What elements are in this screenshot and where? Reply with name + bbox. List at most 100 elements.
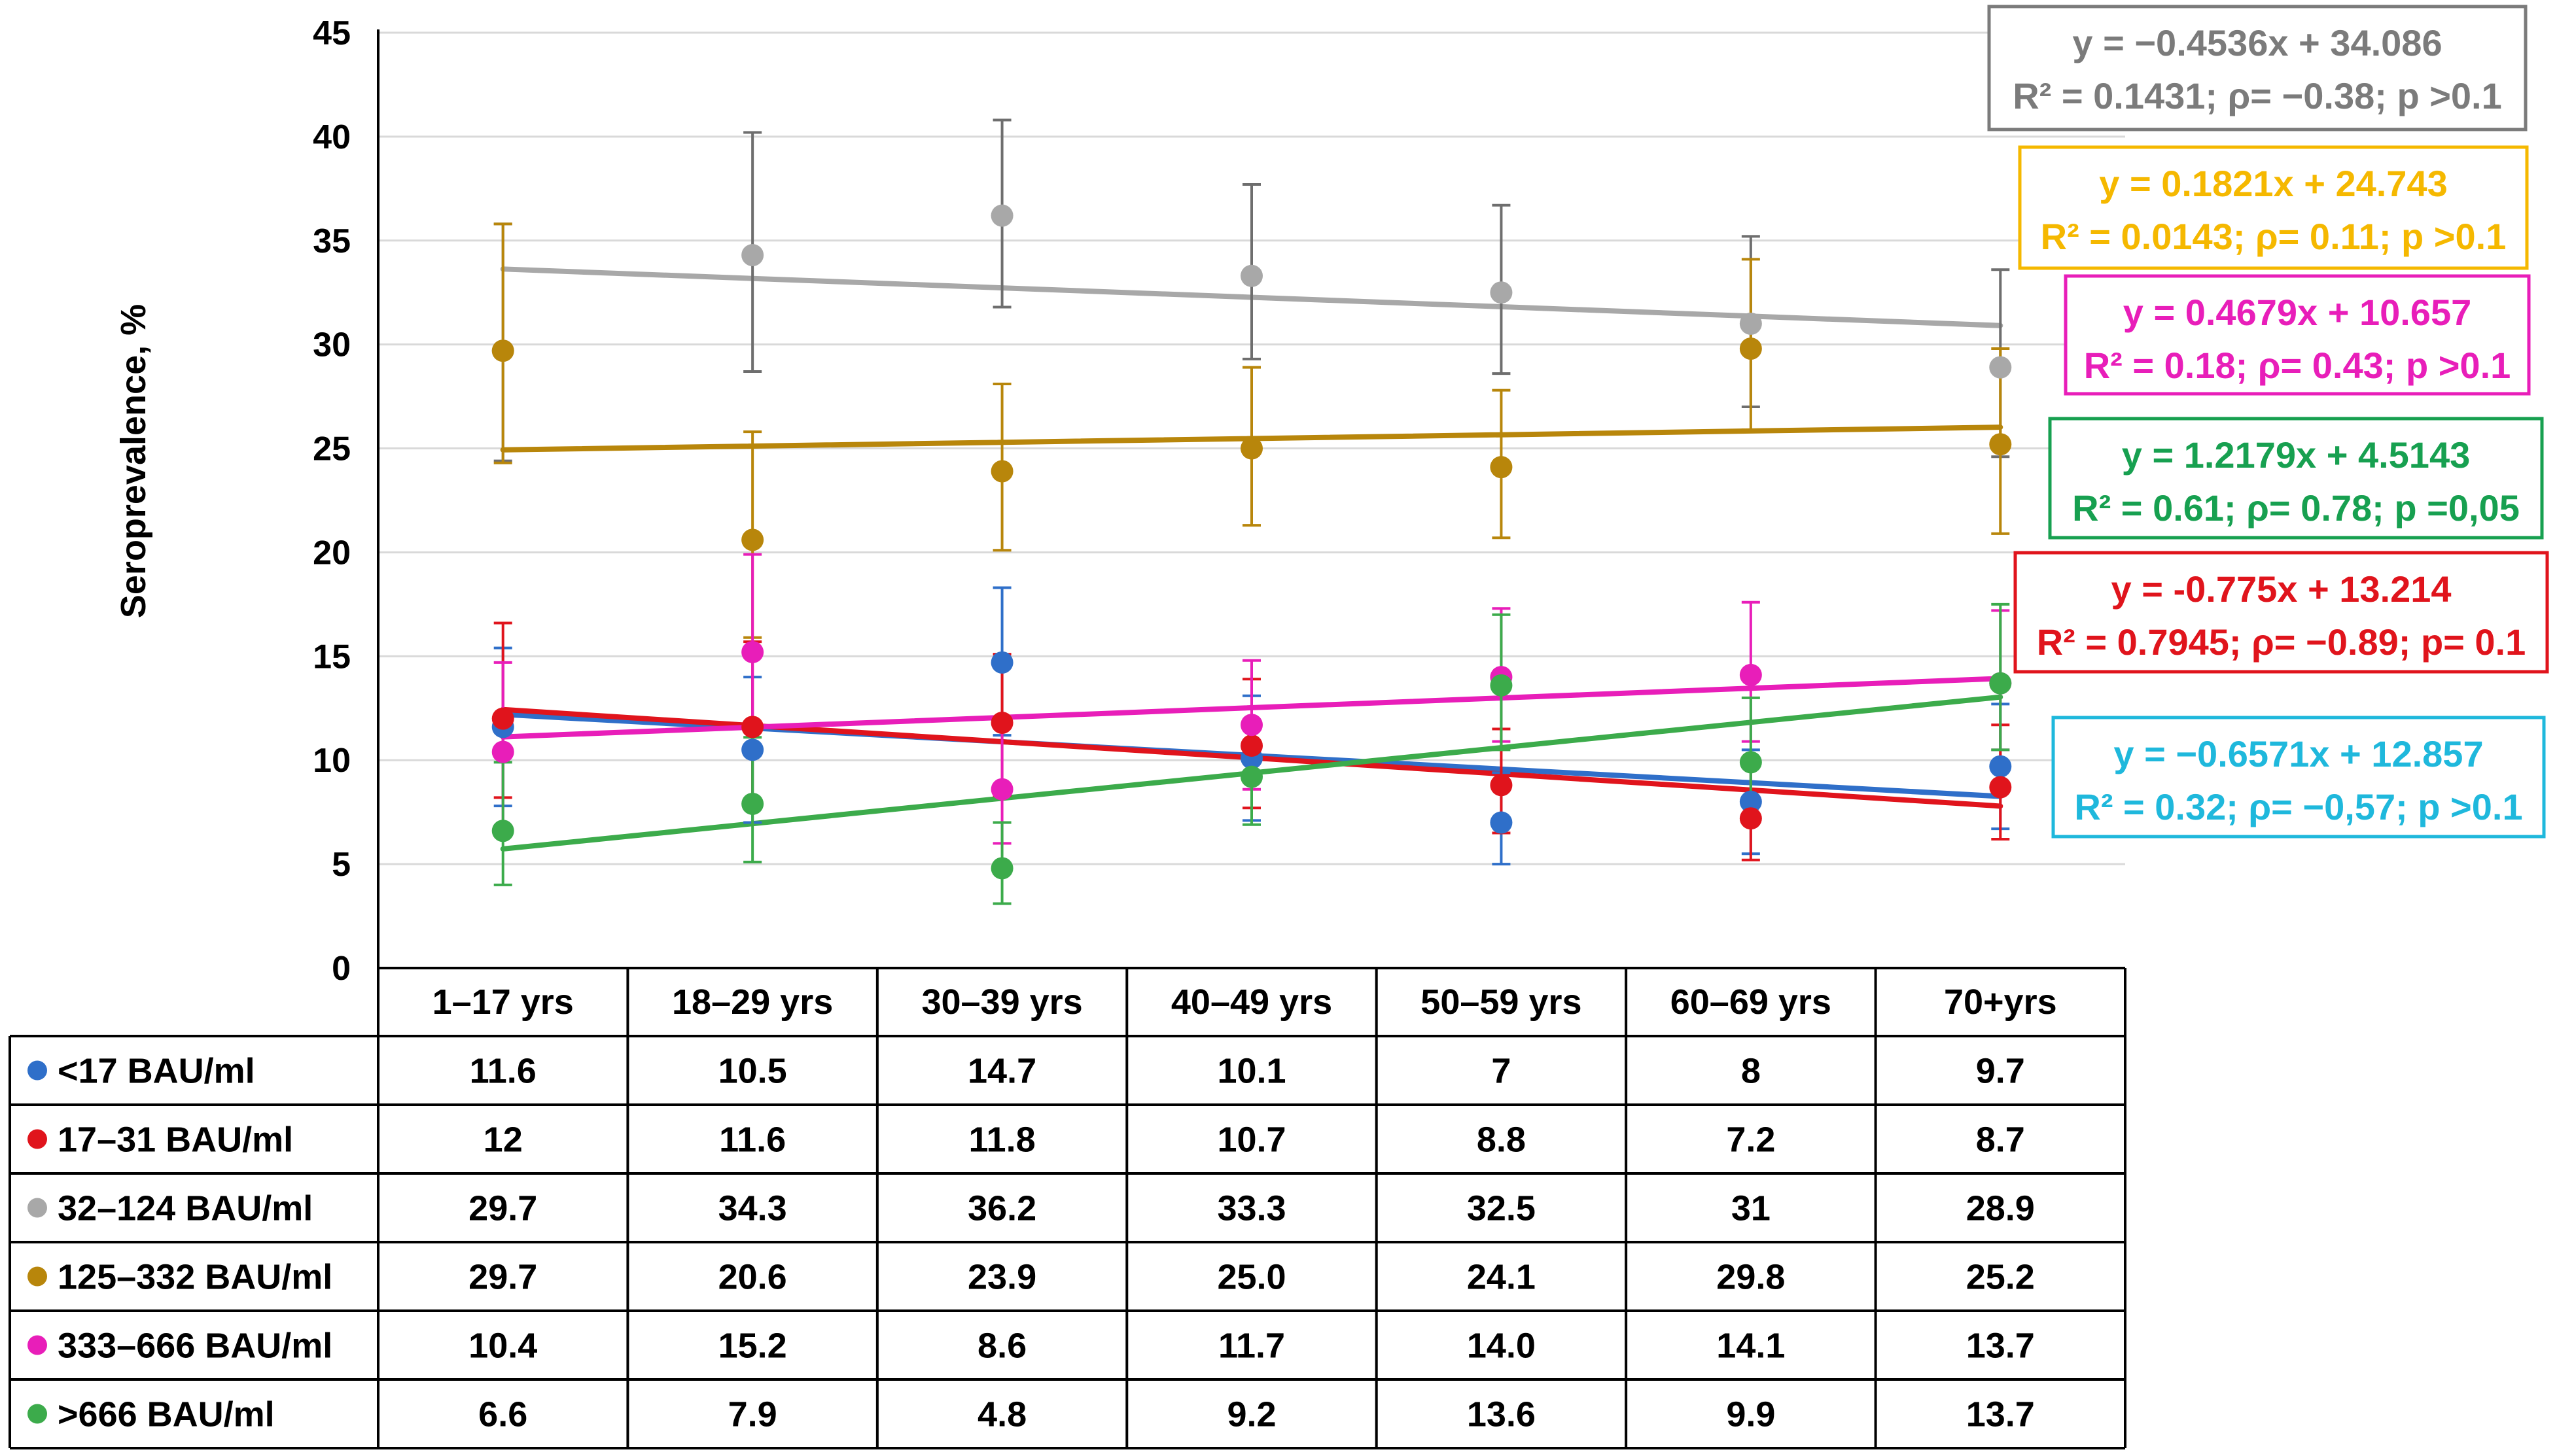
data-point: [1241, 734, 1263, 757]
table-cell-value: 36.2: [968, 1189, 1036, 1228]
y-axis-label: Seroprevalence, %: [114, 304, 153, 618]
table-cell-value: 23.9: [968, 1258, 1036, 1297]
legend-marker: [27, 1198, 47, 1218]
x-category-label: 50–59 yrs: [1420, 982, 1581, 1022]
data-point: [1739, 338, 1762, 360]
legend-marker: [27, 1404, 47, 1424]
equation-box: [2051, 716, 2546, 839]
y-tick-label: 15: [313, 638, 351, 676]
table-cell-value: 32.5: [1467, 1189, 1536, 1228]
legend-label: >666 BAU/ml: [58, 1395, 275, 1434]
table-cell-value: 9.2: [1227, 1395, 1276, 1434]
trend-statistics: R² = 0.0143; ρ= 0.11; p >0.1: [2041, 216, 2507, 257]
equation-box: [1987, 5, 2528, 131]
table-cell-value: 13.7: [1966, 1395, 2035, 1434]
table-cell-value: 8: [1741, 1052, 1761, 1091]
legend-marker: [27, 1060, 47, 1081]
table-cell-value: 9.9: [1726, 1395, 1775, 1434]
table-cell-value: 12: [484, 1120, 523, 1160]
trend-statistics: R² = 0.1431; ρ= −0.38; p >0.1: [2013, 75, 2502, 116]
x-category-label: 1–17 yrs: [432, 982, 574, 1022]
data-point: [1490, 811, 1513, 834]
trend-statistics: R² = 0.7945; ρ= −0.89; p= 0.1: [2037, 621, 2526, 663]
table-cell-value: 14.7: [968, 1052, 1036, 1091]
table-cell-value: 10.5: [718, 1052, 787, 1091]
data-point: [491, 707, 514, 730]
data-point: [1739, 807, 1762, 830]
data-point: [1490, 674, 1513, 697]
equation-box: [2064, 274, 2531, 396]
trend-statistics: R² = 0.18; ρ= 0.43; p >0.1: [2084, 345, 2511, 386]
table-cell-value: 24.1: [1467, 1258, 1536, 1297]
table-cell-value: 25.2: [1966, 1258, 2035, 1297]
data-point: [1241, 437, 1263, 460]
data-point: [1490, 281, 1513, 304]
legend-marker: [27, 1335, 47, 1355]
y-tick-label: 20: [313, 534, 351, 572]
data-point: [1989, 672, 2012, 695]
y-tick-label: 10: [313, 742, 351, 780]
data-point: [491, 740, 514, 763]
table-cell-value: 14.1: [1716, 1326, 1785, 1366]
table-cell-value: 11.8: [969, 1120, 1036, 1160]
x-category-label: 30–39 yrs: [921, 982, 1082, 1022]
table-cell-value: 4.8: [978, 1395, 1027, 1434]
data-point: [1490, 456, 1513, 479]
data-point: [991, 778, 1014, 801]
table-cell-value: 7.9: [728, 1395, 777, 1434]
x-category-label: 60–69 yrs: [1670, 982, 1831, 1022]
data-point: [741, 529, 764, 551]
table-cell-value: 11.6: [470, 1052, 537, 1091]
legend-label: 125–332 BAU/ml: [58, 1258, 332, 1297]
data-point: [741, 792, 764, 815]
trend-equation: y = 1.2179x + 4.5143: [2122, 434, 2471, 476]
table-cell-value: 10.4: [468, 1326, 537, 1366]
y-tick-label: 45: [313, 14, 351, 52]
table-cell-value: 33.3: [1217, 1189, 1286, 1228]
table-cell-value: 11.7: [1218, 1326, 1285, 1366]
data-point: [991, 857, 1014, 880]
x-category-label: 18–29 yrs: [672, 982, 833, 1022]
legend-label: 32–124 BAU/ml: [58, 1189, 313, 1228]
y-tick-label: 40: [313, 118, 351, 156]
y-tick-label: 35: [313, 222, 351, 260]
table-cell-value: 7.2: [1726, 1120, 1775, 1160]
data-point: [1241, 765, 1263, 788]
data-point: [1241, 264, 1263, 287]
trend-equation: y = 0.1821x + 24.743: [2099, 163, 2448, 204]
table-cell-value: 9.7: [1976, 1052, 2025, 1091]
equation-box: [2013, 551, 2549, 674]
table-cell-value: 11.6: [719, 1120, 786, 1160]
data-point: [1739, 790, 1762, 813]
y-tick-label: 30: [313, 326, 351, 364]
trend-equation: y = −0.4536x + 34.086: [2072, 22, 2442, 63]
trend-equation: y = −0.6571x + 12.857: [2113, 733, 2483, 774]
table-cell-value: 15.2: [718, 1326, 787, 1366]
data-point: [991, 204, 1014, 227]
data-point: [741, 716, 764, 738]
legend-marker: [27, 1266, 47, 1287]
legend-marker: [27, 1129, 47, 1149]
data-point: [991, 460, 1014, 483]
legend-label: 333–666 BAU/ml: [58, 1326, 332, 1366]
data-point: [1989, 776, 2012, 799]
table-cell-value: 29.8: [1716, 1258, 1785, 1297]
x-category-label: 40–49 yrs: [1171, 982, 1332, 1022]
y-tick-label: 0: [332, 950, 351, 988]
table-cell-value: 6.6: [478, 1395, 527, 1434]
table-cell-value: 31: [1731, 1189, 1771, 1228]
trend-statistics: R² = 0.61; ρ= 0.78; p =0,05: [2072, 487, 2520, 529]
table-cell-value: 10.1: [1217, 1052, 1286, 1091]
data-point: [1989, 356, 2012, 379]
data-point: [1739, 663, 1762, 686]
data-point: [741, 244, 764, 267]
data-point: [991, 651, 1014, 674]
table-cell-value: 10.7: [1217, 1120, 1286, 1160]
table-cell-value: 8.8: [1477, 1120, 1526, 1160]
table-cell-value: 13.7: [1966, 1326, 2035, 1366]
data-point: [1490, 774, 1513, 797]
x-category-label: 70+yrs: [1944, 982, 2057, 1022]
data-point: [1989, 433, 2012, 456]
trend-equation: y = -0.775x + 13.214: [2111, 568, 2452, 610]
